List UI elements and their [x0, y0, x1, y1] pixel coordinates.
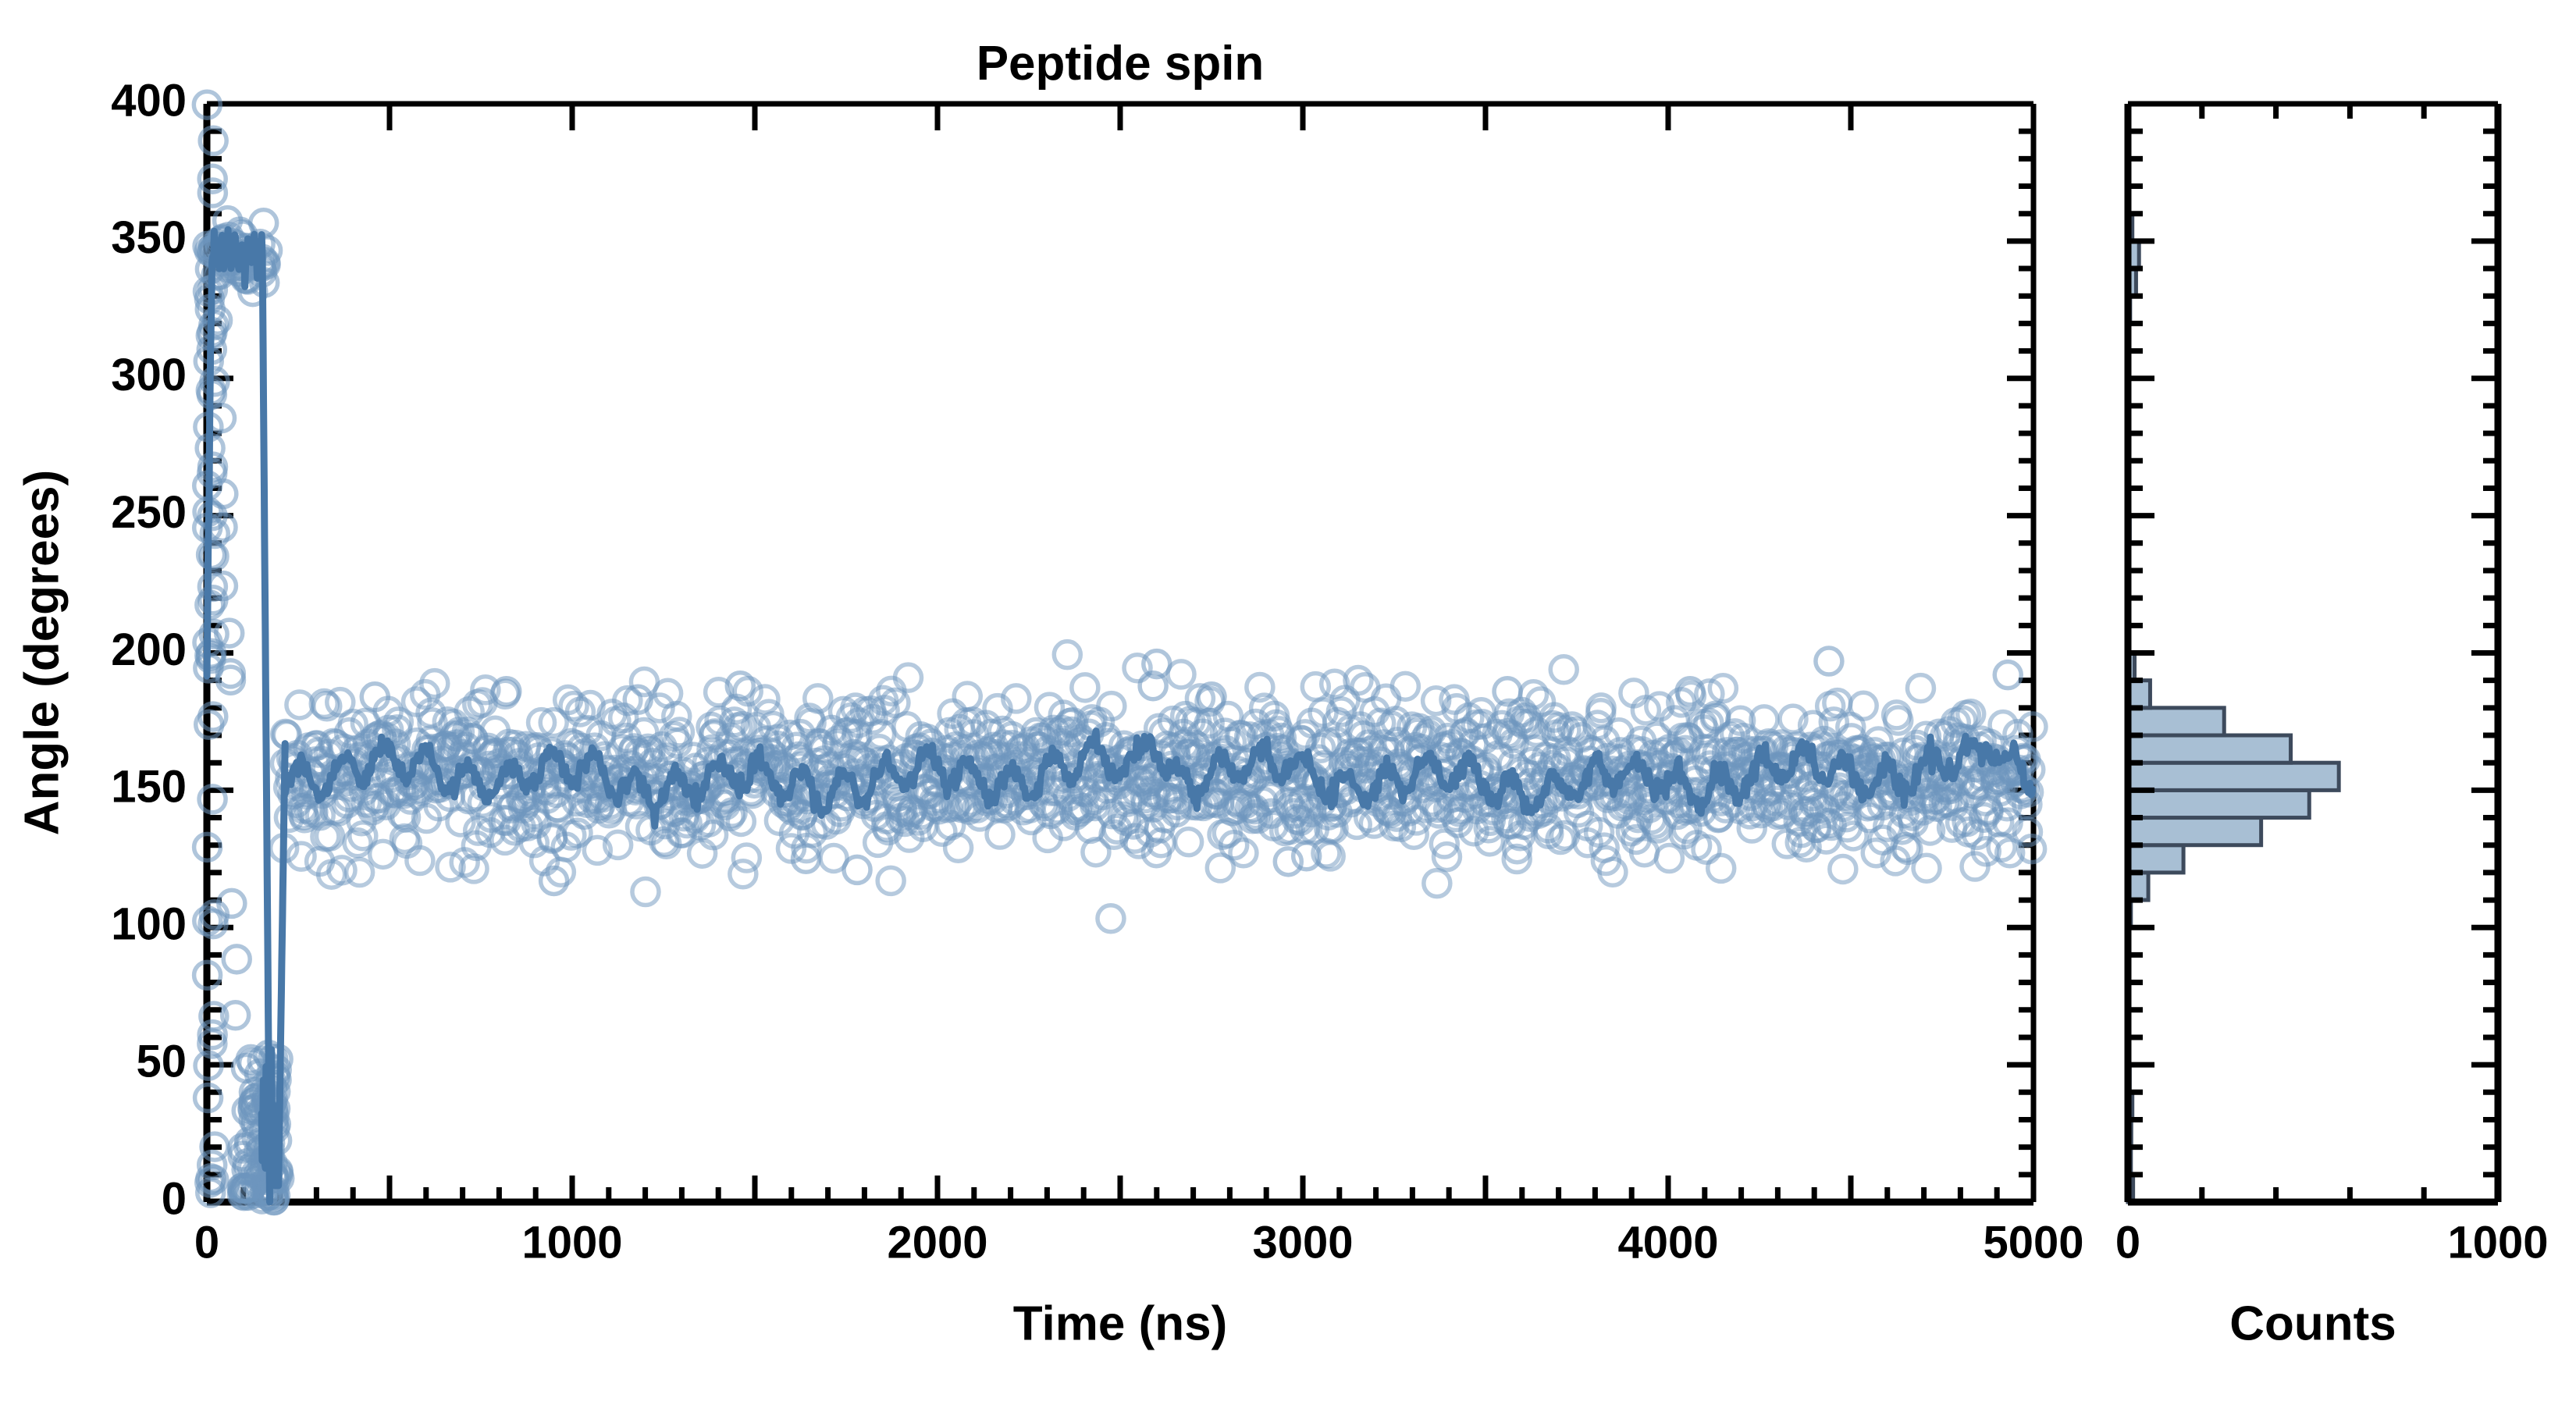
y-tick-label: 0	[162, 1173, 187, 1224]
chart-title: Peptide spin	[977, 37, 1265, 91]
y-tick-label: 50	[136, 1036, 187, 1087]
x-tick-label: 4000	[1617, 1218, 1718, 1268]
histogram-bar	[2126, 788, 2311, 820]
x-tick-label: 1000	[521, 1218, 622, 1268]
y-tick-label: 100	[111, 899, 187, 950]
histogram-axis-frame	[2124, 101, 2502, 1206]
main-tick-labels: 0 1000 2000 3000 4000 5000 0 50 100 150 200 250 300 3…	[111, 75, 2083, 1268]
histogram-x-tick-label: 1000	[2447, 1218, 2548, 1268]
histogram-bar	[2126, 843, 2186, 875]
x-tick-label: 3000	[1252, 1218, 1353, 1268]
histogram-tick-labels: 0 1000	[2115, 1218, 2549, 1268]
histogram-axes: 0 1000	[2115, 101, 2549, 1268]
x-tick-label: 5000	[1983, 1218, 2083, 1268]
y-tick-label: 400	[111, 75, 187, 126]
y-tick-label: 250	[111, 487, 187, 538]
y-tick-label: 150	[111, 762, 187, 813]
x-axis-label: Time (ns)	[1013, 1297, 1227, 1350]
running-average-line	[203, 226, 2037, 1206]
y-axis-label: Angle (degrees)	[15, 470, 69, 836]
x-tick-label: 2000	[887, 1218, 987, 1268]
histogram-bar	[2126, 760, 2341, 792]
histogram-x-axis-label: Counts	[2229, 1297, 2396, 1350]
y-tick-label: 350	[111, 212, 187, 263]
y-tick-label: 300	[111, 350, 187, 400]
y-tick-label: 200	[111, 624, 187, 675]
histogram-bar	[2126, 733, 2293, 765]
main-axes: 0 1000 2000 3000 4000 5000 0 50 100 150 200 250 300 3…	[111, 75, 2083, 1268]
histogram-bar	[2126, 706, 2226, 738]
histogram-bar	[2126, 816, 2264, 848]
histogram-x-tick-label: 0	[2115, 1218, 2140, 1268]
x-tick-label: 0	[194, 1218, 219, 1268]
